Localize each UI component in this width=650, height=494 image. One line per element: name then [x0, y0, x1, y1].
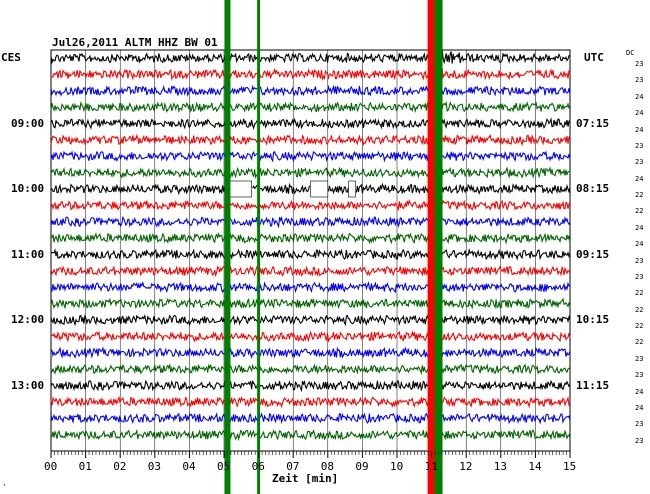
trace-12 — [51, 232, 571, 245]
trace-19 — [50, 346, 571, 360]
x-tick-label: 14 — [528, 460, 542, 473]
trace-7 — [50, 150, 571, 163]
dc-value: 23 — [635, 354, 644, 363]
x-tick-label: 08 — [320, 460, 335, 473]
x-axis-label: Zeit [min] — [272, 472, 339, 485]
trace-23 — [50, 412, 571, 425]
x-tick-label: 13 — [493, 460, 508, 473]
dc-value: 24 — [635, 403, 644, 412]
right-time-label: 09:15 — [576, 247, 610, 261]
vertical-marker-1 — [224, 0, 231, 494]
left-time-label: 12:00 — [11, 313, 45, 326]
marker-group — [224, 0, 443, 494]
trace-16 — [50, 297, 571, 310]
dc-value: 23 — [635, 436, 644, 445]
trace-13 — [50, 247, 571, 261]
x-tick-label: 11 — [424, 460, 438, 473]
x-tick-label: 12 — [459, 460, 473, 473]
x-tick-label: 09 — [355, 460, 369, 473]
trace-10 — [50, 199, 571, 212]
dc-value: 22 — [635, 322, 644, 330]
left-time-label: 11:00 — [11, 247, 45, 261]
data-gap-1 — [227, 180, 252, 198]
corner-mark: ¸ — [2, 477, 7, 486]
dc-value: 24 — [635, 92, 644, 101]
trace-9 — [50, 182, 571, 196]
dc-value: 22 — [635, 305, 644, 314]
x-tick-label: 03 — [147, 460, 162, 473]
left-time-label: 10:00 — [11, 182, 45, 195]
data-gap-2 — [310, 180, 329, 198]
dc-value: 24 — [635, 387, 644, 396]
right-timezone-label: UTC — [584, 51, 604, 64]
dc-value: 24 — [635, 240, 644, 249]
trace-group — [50, 45, 571, 442]
x-tick-label: 04 — [182, 460, 196, 473]
dc-value: 24 — [635, 125, 644, 134]
dc-value: 22 — [635, 289, 644, 298]
chart-title: Jul26,2011 ALTM HHZ BW 01 — [52, 36, 218, 49]
dc-value: 22 — [635, 338, 644, 347]
right-time-label: 07:15 — [576, 116, 610, 130]
dc-value: 23 — [635, 141, 644, 150]
data-gap-3 — [348, 180, 356, 198]
right-time-label: 11:15 — [576, 378, 610, 392]
dc-value: 23 — [635, 60, 644, 68]
trace-15 — [50, 280, 571, 294]
trace-11 — [50, 215, 571, 229]
right-time-label: 10:15 — [576, 313, 610, 326]
dc-header-label: DC — [626, 49, 635, 57]
dc-value: 24 — [635, 109, 644, 118]
x-tick-label: 15 — [563, 460, 577, 473]
trace-8 — [50, 166, 571, 180]
dc-value: 24 — [635, 223, 644, 232]
trace-21 — [50, 379, 571, 393]
x-tick-label: 10 — [390, 460, 404, 473]
trace-3 — [50, 84, 571, 97]
left-time-label: 09:00 — [11, 116, 45, 130]
left-time-label: 13:00 — [11, 378, 45, 392]
x-tick-label: 07 — [286, 460, 300, 473]
trace-24 — [50, 428, 571, 442]
x-tick-label: 00 — [44, 460, 58, 473]
event-marker — [427, 0, 436, 494]
x-tick-label: 06 — [251, 460, 265, 473]
dc-value: 23 — [635, 256, 644, 265]
trace-20 — [50, 362, 571, 376]
dc-value: 22 — [635, 207, 644, 216]
trace-14 — [50, 265, 571, 278]
x-tick-label: 02 — [113, 460, 127, 473]
vertical-marker-2 — [257, 0, 261, 494]
left-timezone-label: CES — [1, 51, 21, 64]
x-tick-label: 01 — [78, 460, 92, 473]
dc-value: 23 — [635, 272, 644, 281]
dc-value: 24 — [635, 174, 644, 183]
trace-2 — [50, 67, 571, 84]
dc-value: 23 — [635, 76, 644, 85]
trace-18 — [50, 330, 571, 343]
right-time-label: 08:15 — [576, 182, 610, 195]
plot-frame — [50, 49, 571, 452]
x-tick-label: 05 — [217, 460, 231, 473]
trace-4 — [50, 100, 571, 114]
trace-17 — [50, 314, 571, 327]
dc-value: 22 — [635, 191, 644, 199]
trace-6 — [50, 133, 571, 147]
trace-22 — [50, 395, 571, 409]
dc-value: 23 — [635, 371, 644, 380]
x-axis-ticks — [50, 451, 571, 458]
dc-value: 23 — [635, 420, 644, 429]
dc-value: 23 — [635, 158, 644, 167]
trace-5 — [50, 117, 571, 130]
vertical-marker-3 — [434, 0, 443, 494]
trace-1 — [50, 45, 571, 69]
